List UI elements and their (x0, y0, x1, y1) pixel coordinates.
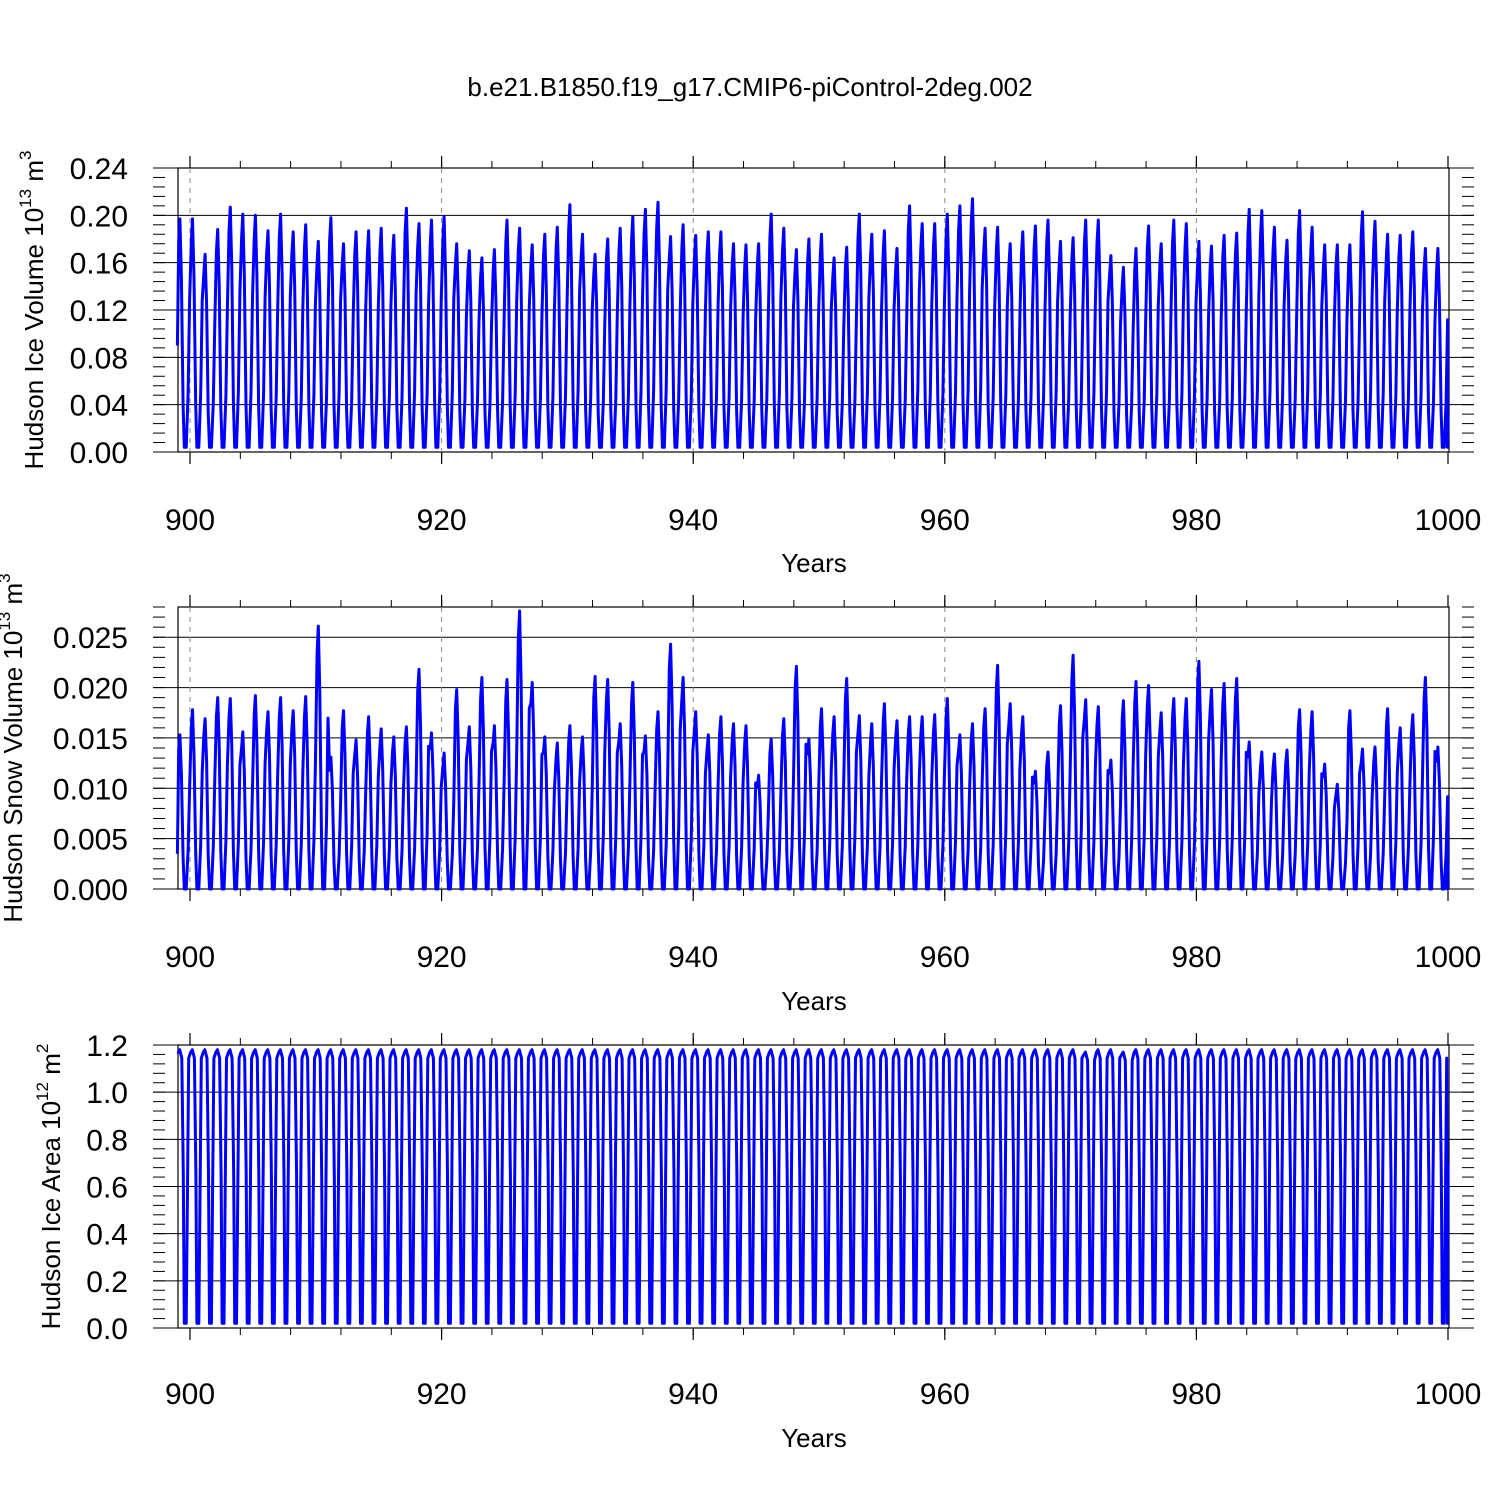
x-tick-label: 960 (920, 941, 970, 974)
panel-1: 0.00 0.04 0.08 0.12 0.16 0.20 0.24 900 920 940 960… (16, 151, 1481, 578)
x-axis-label: Years (781, 1423, 847, 1453)
x-tick-label: 960 (920, 1378, 970, 1411)
x-tick-label: 980 (1171, 1378, 1221, 1411)
y-tick-label: 0.24 (70, 153, 128, 186)
series-line (175, 197, 1450, 449)
y-tick-label: 0.020 (53, 673, 128, 706)
y-axis-label: Hudson Ice Volume 1013 m3 (16, 151, 49, 470)
x-tick-label: 980 (1171, 504, 1221, 537)
y-axis-label-unit: m (0, 583, 28, 612)
y-tick-label: 1.0 (86, 1077, 128, 1110)
y-tick-label: 0.4 (86, 1219, 128, 1252)
y-axis-label-exponent: 13 (16, 189, 35, 208)
y-tick-label: 0.025 (53, 622, 128, 655)
x-tick-label: 920 (417, 941, 467, 974)
panel-3: 0.0 0.2 0.4 0.6 0.8 1.0 1.2 900 920 940 960 980 1000… (33, 1030, 1481, 1453)
y-tick-label: 1.2 (86, 1030, 128, 1063)
x-tick-label: 1000 (1415, 1378, 1482, 1411)
x-tick-label: 940 (668, 1378, 718, 1411)
y-tick-label: 0.010 (53, 773, 128, 806)
x-tick-label: 900 (165, 504, 215, 537)
y-axis-label-unit-exponent: 2 (33, 1044, 52, 1053)
x-tick-label: 900 (165, 941, 215, 974)
y-axis-label-text: Hudson Ice Area 10 (36, 1101, 66, 1329)
y-axis-label-text: Hudson Snow Volume 10 (0, 631, 28, 923)
x-axis-label: Years (781, 986, 847, 1016)
y-tick-label: 0.20 (70, 200, 128, 233)
y-axis-label: Hudson Snow Volume 1013 m3 (0, 573, 28, 922)
y-axis-label: Hudson Ice Area 1012 m2 (33, 1044, 66, 1330)
y-tick-label: 0.0 (86, 1313, 128, 1346)
x-tick-label: 940 (668, 504, 718, 537)
x-tick-label: 1000 (1415, 504, 1482, 537)
y-tick-label: 0.015 (53, 723, 128, 756)
y-axis-label-unit-exponent: 3 (16, 151, 35, 160)
y-tick-label: 0.08 (70, 342, 128, 375)
figure-title: b.e21.B1850.f19_g17.CMIP6-piControl-2deg… (467, 72, 1032, 102)
series-line (175, 609, 1450, 891)
y-tick-label: 0.005 (53, 824, 128, 857)
x-tick-label: 960 (920, 504, 970, 537)
x-tick-label: 900 (165, 1378, 215, 1411)
panels: 0.00 0.04 0.08 0.12 0.16 0.20 0.24 900 920 940 960… (0, 151, 1481, 1453)
y-axis-label-text: Hudson Ice Volume 10 (19, 208, 49, 470)
x-tick-label: 920 (417, 504, 467, 537)
series-line (176, 1048, 1450, 1325)
x-tick-label: 980 (1171, 941, 1221, 974)
y-axis-label-unit: m (19, 160, 49, 189)
x-tick-label: 940 (668, 941, 718, 974)
y-tick-label: 0.00 (70, 437, 128, 470)
y-tick-label: 0.6 (86, 1172, 128, 1205)
y-tick-label: 0.04 (70, 390, 128, 423)
y-axis-label-unit: m (36, 1053, 66, 1082)
y-tick-label: 0.000 (53, 874, 128, 907)
y-tick-label: 0.12 (70, 295, 128, 328)
y-axis-label-exponent: 13 (0, 612, 14, 631)
panel-2: 0.000 0.005 0.010 0.015 0.020 0.025 900 920 940 9… (0, 573, 1481, 1016)
y-axis-label-exponent: 12 (33, 1082, 52, 1101)
x-tick-label: 1000 (1415, 941, 1482, 974)
x-axis-label: Years (781, 548, 847, 578)
y-tick-label: 0.16 (70, 248, 128, 281)
y-tick-label: 0.8 (86, 1124, 128, 1157)
y-tick-label: 0.2 (86, 1266, 128, 1299)
x-tick-label: 920 (417, 1378, 467, 1411)
y-axis-label-unit-exponent: 3 (0, 573, 14, 582)
